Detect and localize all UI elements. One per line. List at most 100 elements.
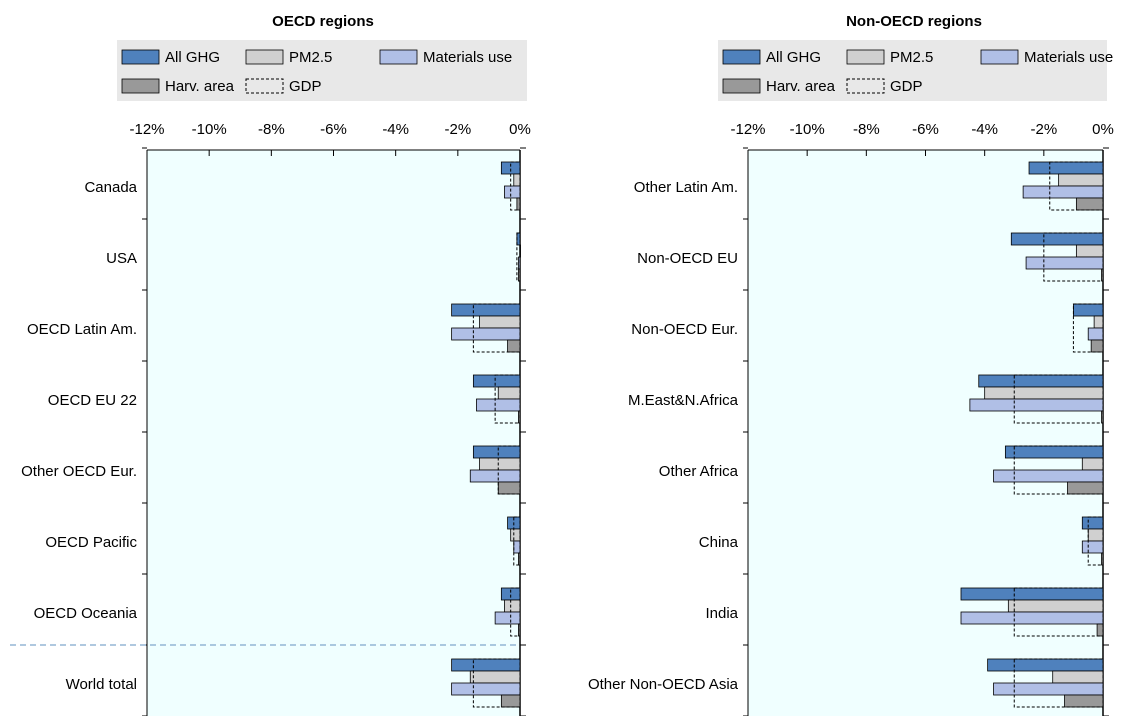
bar-materials_use bbox=[469, 469, 521, 483]
bar-all_ghg bbox=[1081, 516, 1104, 530]
bar-all_ghg bbox=[1010, 232, 1104, 246]
category-label: Non-OECD Eur. bbox=[631, 321, 738, 338]
bar-all_ghg bbox=[451, 658, 521, 672]
bar-gdp bbox=[1013, 445, 1104, 495]
bar-harv_area bbox=[518, 552, 521, 566]
bar-gdp bbox=[1013, 587, 1104, 637]
bar-harv_area bbox=[500, 694, 521, 708]
legend-label-harv_area: Harv. area bbox=[165, 78, 235, 95]
category-label: OECD EU 22 bbox=[48, 392, 137, 409]
bar-pm25 bbox=[1052, 670, 1104, 684]
legend-swatch-pm25 bbox=[846, 49, 885, 65]
bar-gdp bbox=[472, 303, 521, 353]
bar-gdp bbox=[472, 658, 521, 708]
bar-gdp bbox=[516, 232, 521, 282]
category-label: World total bbox=[66, 676, 137, 693]
x-tick-label: -2% bbox=[444, 121, 471, 138]
category-label: USA bbox=[106, 250, 137, 267]
category-label: Other Non-OECD Asia bbox=[588, 676, 739, 693]
bar-gdp bbox=[1049, 161, 1104, 211]
legend-label-harv_area: Harv. area bbox=[766, 78, 836, 95]
category-label: Other OECD Eur. bbox=[21, 463, 137, 480]
legend-label-pm25: PM2.5 bbox=[289, 49, 332, 66]
bar-all_ghg bbox=[472, 445, 521, 459]
category-label: Non-OECD EU bbox=[637, 250, 738, 267]
x-tick-label: -4% bbox=[382, 121, 409, 138]
bar-materials_use bbox=[451, 682, 521, 696]
bar-pm25 bbox=[497, 386, 521, 400]
bar-materials_use bbox=[1025, 256, 1104, 270]
legend-label-gdp: GDP bbox=[890, 78, 923, 95]
legend: All GHG PM2.5 Materials use Harv. area GDP bbox=[117, 40, 527, 101]
plot-background bbox=[147, 150, 520, 716]
bar-all_ghg bbox=[987, 658, 1104, 672]
legend-background bbox=[117, 40, 527, 101]
bar-materials_use bbox=[993, 469, 1104, 483]
bar-all_ghg bbox=[472, 374, 521, 388]
legend-swatch-gdp bbox=[846, 78, 885, 94]
bar-pm25 bbox=[510, 528, 521, 542]
category-label: Other Latin Am. bbox=[634, 179, 738, 196]
bar-pm25 bbox=[479, 457, 521, 471]
bar-harv_area bbox=[507, 339, 521, 353]
bar-gdp bbox=[1013, 374, 1104, 424]
bar-all_ghg bbox=[1073, 303, 1104, 317]
bar-all_ghg bbox=[1004, 445, 1104, 459]
bar-materials_use bbox=[1022, 185, 1104, 199]
bar-pm25 bbox=[1058, 173, 1104, 187]
bar-pm25 bbox=[469, 670, 521, 684]
legend-swatch-all_ghg bbox=[121, 49, 160, 65]
bar-pm25 bbox=[984, 386, 1104, 400]
bar-materials_use bbox=[504, 185, 521, 199]
bar-harv_area bbox=[1090, 339, 1104, 353]
x-tick-label: -12% bbox=[129, 121, 164, 138]
legend-label-gdp: GDP bbox=[289, 78, 322, 95]
x-tick-label: -6% bbox=[320, 121, 347, 138]
bar-gdp bbox=[510, 161, 521, 211]
legend-swatch-harv_area bbox=[121, 78, 160, 94]
category-label: Other Africa bbox=[659, 463, 739, 480]
category-label: China bbox=[699, 534, 739, 551]
legend-label-all_ghg: All GHG bbox=[766, 49, 821, 66]
x-tick-label: -2% bbox=[1030, 121, 1057, 138]
chart-panel-0: OECD regions All GHG PM2.5 Materials use Har… bbox=[10, 13, 531, 716]
bar-harv_area bbox=[1067, 481, 1104, 495]
legend-swatch-pm25 bbox=[245, 49, 284, 65]
bar-materials_use bbox=[1081, 540, 1104, 554]
bar-pm25 bbox=[504, 599, 521, 613]
legend-swatch-materials_use bbox=[379, 49, 418, 65]
bar-harv_area bbox=[497, 481, 521, 495]
bar-gdp bbox=[494, 374, 521, 424]
x-tick-label: 0% bbox=[509, 121, 531, 138]
chart-title: OECD regions bbox=[272, 13, 374, 30]
bar-materials_use bbox=[494, 611, 521, 625]
bar-gdp bbox=[1043, 232, 1104, 282]
legend-swatch-all_ghg bbox=[722, 49, 761, 65]
x-tick-label: -12% bbox=[730, 121, 765, 138]
x-tick-label: -8% bbox=[258, 121, 285, 138]
legend-label-all_ghg: All GHG bbox=[165, 49, 220, 66]
x-tick-label: -10% bbox=[790, 121, 825, 138]
bar-gdp bbox=[510, 587, 521, 637]
legend: All GHG PM2.5 Materials use Harv. area GDP bbox=[718, 40, 1113, 101]
bar-all_ghg bbox=[1028, 161, 1104, 175]
bar-pm25 bbox=[1075, 244, 1104, 258]
bar-pm25 bbox=[479, 315, 521, 329]
chart-title: Non-OECD regions bbox=[846, 13, 982, 30]
category-label: OECD Latin Am. bbox=[27, 321, 137, 338]
x-tick-label: -6% bbox=[912, 121, 939, 138]
bar-materials_use bbox=[969, 398, 1104, 412]
bar-gdp bbox=[1013, 658, 1104, 708]
bar-materials_use bbox=[960, 611, 1104, 625]
category-label: M.East&N.Africa bbox=[628, 392, 739, 409]
bar-materials_use bbox=[476, 398, 521, 412]
bar-gdp bbox=[513, 516, 521, 566]
bar-all_ghg bbox=[960, 587, 1104, 601]
legend-swatch-harv_area bbox=[722, 78, 761, 94]
bar-harv_area bbox=[1075, 197, 1104, 211]
chart-panel-1: Non-OECD regions All GHG PM2.5 Materials us… bbox=[588, 13, 1114, 716]
x-tick-label: -4% bbox=[971, 121, 998, 138]
legend-label-pm25: PM2.5 bbox=[890, 49, 933, 66]
legend-swatch-gdp bbox=[245, 78, 284, 94]
